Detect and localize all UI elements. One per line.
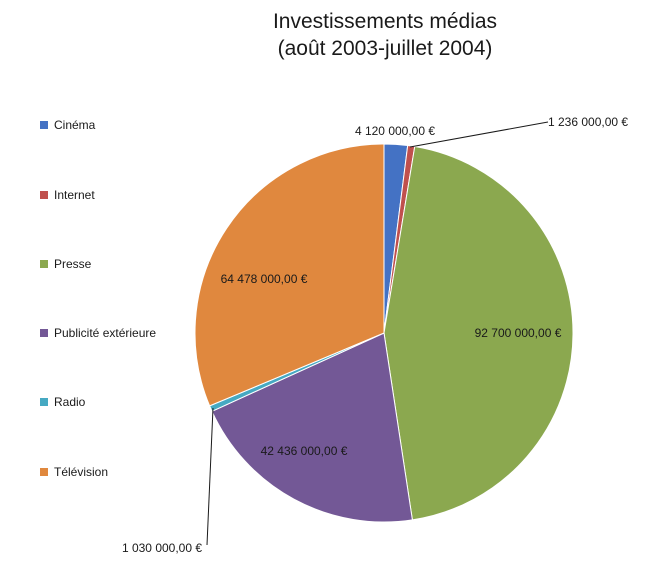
legend-label-presse: Presse xyxy=(54,257,92,271)
legend-swatch-cinema xyxy=(40,121,48,129)
legend-item-presse: Presse xyxy=(40,257,91,271)
legend-swatch-television xyxy=(40,468,48,476)
legend-label-television: Télévision xyxy=(54,465,109,479)
pie-slice-television xyxy=(194,143,385,407)
data-label-internet: 1 236 000,00 € xyxy=(548,115,628,129)
legend-item-radio: Radio xyxy=(40,395,85,409)
leader-line-radio xyxy=(206,407,214,546)
data-label-radio: 1 030 000,00 € xyxy=(122,541,202,555)
legend-item-internet: Internet xyxy=(40,188,95,202)
legend-label-cinema: Cinéma xyxy=(54,118,96,132)
legend-label-internet: Internet xyxy=(54,188,95,202)
chart-title-line2: (août 2003-juillet 2004) xyxy=(277,37,493,60)
legend-swatch-publicite-exterieure xyxy=(40,329,48,337)
legend-swatch-radio xyxy=(40,398,48,406)
chart-title-line1: Investissements médias xyxy=(272,10,498,33)
data-label-cinema: 4 120 000,00 € xyxy=(355,124,435,138)
pie-slice-presse xyxy=(383,145,574,521)
legend-label-radio: Radio xyxy=(54,395,86,409)
data-label-publicite-exterieure: 42 436 000,00 € xyxy=(261,444,348,458)
legend-label-publicite-exterieure: Publicité extérieure xyxy=(54,326,157,340)
legend-swatch-presse xyxy=(40,260,48,268)
legend-item-publicite-exterieure: Publicité extérieure xyxy=(40,326,156,340)
pie-slice-publicite-exterieure xyxy=(211,332,413,523)
legend-item-cinema: Cinéma xyxy=(40,118,95,132)
legend-swatch-internet xyxy=(40,191,48,199)
data-label-television: 64 478 000,00 € xyxy=(221,272,308,286)
legend-item-television: Télévision xyxy=(40,465,108,479)
chart-title: Investissements médias (août 2003-juille… xyxy=(220,8,550,62)
leader-line-internet xyxy=(409,121,549,148)
data-label-presse: 92 700 000,00 € xyxy=(475,326,562,340)
